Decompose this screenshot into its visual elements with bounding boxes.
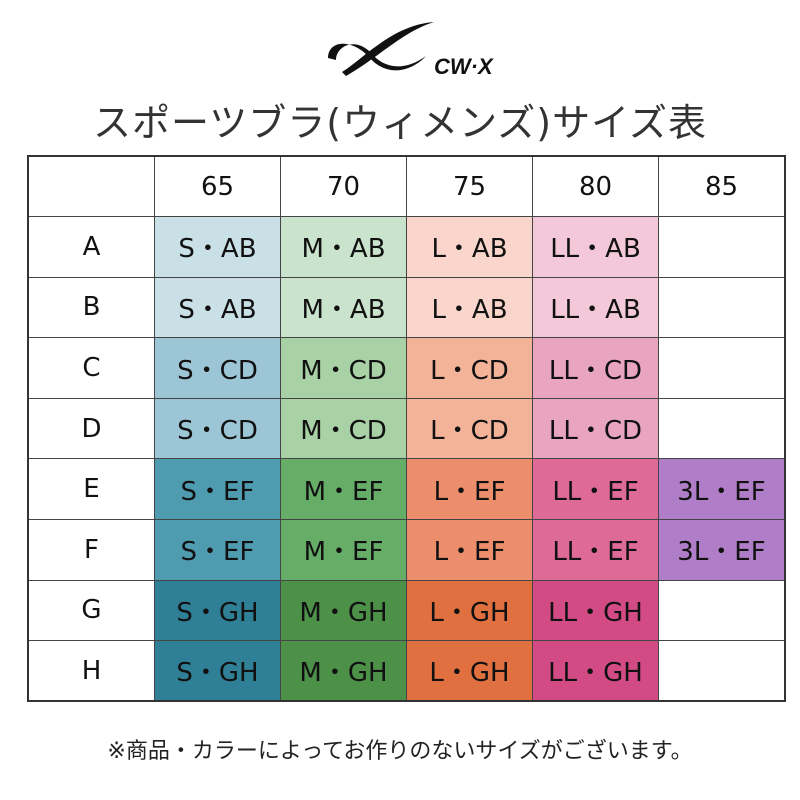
size-cell: L・EF	[406, 458, 533, 521]
size-cell	[658, 276, 786, 339]
cwx-logo: CW·X	[328, 22, 494, 79]
size-cell: L・EF	[406, 519, 533, 581]
size-cell: S・CD	[154, 397, 281, 460]
row-header: C	[27, 337, 155, 399]
size-cell: M・CD	[280, 397, 407, 460]
size-cell: S・AB	[154, 216, 281, 278]
size-cell: L・CD	[406, 397, 533, 460]
page-title: スポーツブラ(ウィメンズ)サイズ表	[93, 101, 707, 145]
row-header: D	[27, 397, 155, 460]
row-header: E	[27, 458, 155, 521]
size-cell: LL・CD	[532, 397, 659, 460]
size-cell: LL・AB	[532, 276, 659, 339]
table-row: F S・EF M・EF L・EF LL・EF 3L・EF	[27, 519, 786, 581]
size-cell: S・CD	[154, 337, 281, 399]
row-header: A	[27, 216, 155, 278]
size-cell: S・GH	[154, 640, 281, 702]
row-header: B	[27, 276, 155, 339]
column-header: 75	[406, 155, 533, 218]
size-cell: 3L・EF	[658, 519, 786, 581]
size-cell: LL・AB	[532, 216, 659, 278]
table-row: A S・AB M・AB L・AB LL・AB	[27, 216, 786, 278]
table-row: H S・GH M・GH L・GH LL・GH	[27, 640, 786, 702]
size-cell: M・EF	[280, 519, 407, 581]
row-header: H	[27, 640, 155, 702]
size-cell: M・EF	[280, 458, 407, 521]
row-header: G	[27, 579, 155, 642]
size-cell: M・CD	[280, 337, 407, 399]
size-cell: L・GH	[406, 579, 533, 642]
size-cell: S・EF	[154, 519, 281, 581]
table-row: B S・AB M・AB L・AB LL・AB	[27, 276, 786, 339]
footnote: ※商品・カラーによってお作りのないサイズがございます。	[107, 739, 693, 764]
size-cell: 3L・EF	[658, 458, 786, 521]
size-cell: S・AB	[154, 276, 281, 339]
row-header: F	[27, 519, 155, 581]
table-row: C S・CD M・CD L・CD LL・CD	[27, 337, 786, 399]
column-header: 85	[658, 155, 786, 218]
column-header: 70	[280, 155, 407, 218]
column-header: 65	[154, 155, 281, 218]
table-row: G S・GH M・GH L・GH LL・GH	[27, 579, 786, 642]
table-row: D S・CD M・CD L・CD LL・CD	[27, 397, 786, 460]
corner-cell	[27, 155, 155, 218]
size-cell: LL・GH	[532, 579, 659, 642]
size-cell	[658, 640, 786, 702]
size-cell	[658, 216, 786, 278]
size-cell: LL・EF	[532, 458, 659, 521]
size-cell: L・AB	[406, 276, 533, 339]
table-row: E S・EF M・EF L・EF LL・EF 3L・EF	[27, 458, 786, 521]
size-cell: M・GH	[280, 640, 407, 702]
size-cell: LL・CD	[532, 337, 659, 399]
size-cell: M・GH	[280, 579, 407, 642]
size-cell: M・AB	[280, 216, 407, 278]
header-row: 65 70 75 80 85	[27, 155, 786, 218]
size-cell: S・GH	[154, 579, 281, 642]
size-cell: L・CD	[406, 337, 533, 399]
size-cell: S・EF	[154, 458, 281, 521]
size-cell	[658, 337, 786, 399]
size-cell	[658, 397, 786, 460]
size-cell: L・GH	[406, 640, 533, 702]
svg-text:CW·X: CW·X	[434, 54, 494, 79]
size-table: 65 70 75 80 85 A S・AB M・AB L・AB LL・AB B S・AB M・AB L・A…	[27, 155, 786, 703]
size-cell: M・AB	[280, 276, 407, 339]
size-cell: L・AB	[406, 216, 533, 278]
column-header: 80	[532, 155, 659, 218]
size-cell	[658, 579, 786, 642]
size-cell: LL・GH	[532, 640, 659, 702]
size-cell: LL・EF	[532, 519, 659, 581]
